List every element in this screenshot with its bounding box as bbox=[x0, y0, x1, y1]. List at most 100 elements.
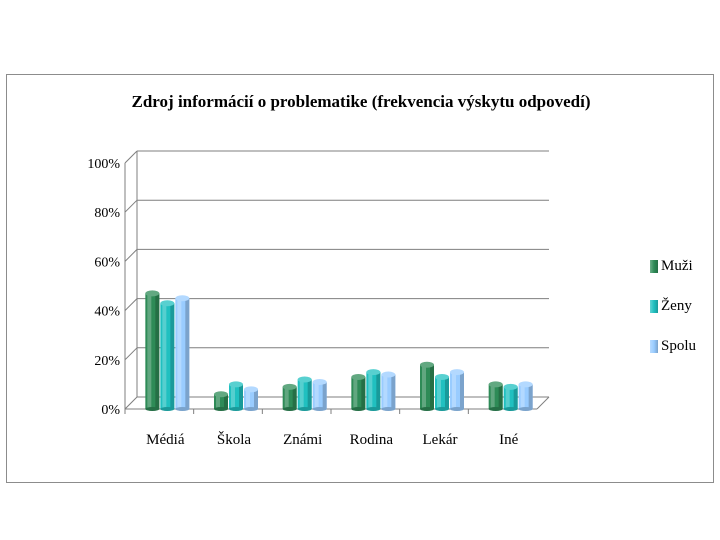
gridline-depth bbox=[124, 199, 138, 213]
bar-shade bbox=[170, 303, 175, 409]
bar-highlight bbox=[231, 384, 235, 409]
x-tick-label: Známi bbox=[283, 432, 322, 448]
bar-top bbox=[229, 381, 243, 388]
bar-top bbox=[420, 361, 434, 368]
legend-label: Muži bbox=[661, 257, 693, 274]
chart-frame: Zdroj informácií o problematike (frekven… bbox=[6, 74, 714, 483]
y-tick-label: 80% bbox=[94, 206, 120, 221]
bar-shade bbox=[239, 384, 243, 409]
bar-top bbox=[214, 391, 228, 398]
bar-top bbox=[297, 376, 312, 383]
bar-highlight bbox=[505, 386, 510, 409]
y-tick-label: 20% bbox=[94, 354, 120, 369]
bar-base bbox=[351, 407, 366, 411]
bar-top bbox=[244, 386, 258, 393]
bar-base bbox=[366, 407, 381, 411]
bar-highlight bbox=[216, 394, 220, 409]
bar-shade bbox=[292, 386, 297, 409]
bar-highlight bbox=[520, 384, 525, 409]
bar-highlight bbox=[246, 389, 250, 409]
bar-shade bbox=[513, 386, 518, 409]
bar-base bbox=[282, 407, 297, 411]
bar-highlight bbox=[177, 298, 182, 409]
floor-edge bbox=[536, 396, 550, 410]
y-tick-label: 40% bbox=[94, 305, 120, 320]
bar-highlight bbox=[452, 372, 456, 409]
bar-base bbox=[214, 407, 228, 411]
legend-item-spolu: Spolu bbox=[650, 326, 696, 366]
x-tick-label: Škola bbox=[217, 431, 252, 448]
bar-top bbox=[366, 369, 381, 376]
bar-highlight bbox=[162, 303, 167, 409]
gridline-depth bbox=[124, 396, 138, 410]
bar-base bbox=[229, 407, 243, 411]
bar-top bbox=[381, 371, 396, 378]
bar-base bbox=[312, 407, 327, 411]
bar-top bbox=[518, 381, 533, 388]
bar-top bbox=[351, 374, 366, 381]
bar-shade bbox=[322, 381, 327, 409]
chart-title: Zdroj informácií o problematike (frekven… bbox=[131, 92, 591, 111]
bar-base bbox=[175, 407, 190, 411]
bar-highlight bbox=[284, 386, 289, 409]
bar-base bbox=[420, 407, 434, 411]
bar-shade bbox=[391, 374, 396, 409]
bar-shade bbox=[254, 389, 258, 409]
bar-highlight bbox=[314, 381, 319, 409]
bar-highlight bbox=[422, 364, 426, 409]
bar-top bbox=[175, 295, 190, 302]
bar-highlight bbox=[299, 379, 304, 409]
bar-shade bbox=[361, 377, 366, 409]
bar-top bbox=[145, 290, 160, 297]
bar-shade bbox=[460, 372, 464, 409]
bar-base bbox=[503, 407, 518, 411]
bar-top bbox=[312, 378, 327, 385]
bar-shade bbox=[430, 364, 434, 409]
bar-highlight bbox=[490, 384, 495, 409]
bar-top bbox=[282, 383, 297, 390]
gridline-depth bbox=[124, 249, 138, 262]
bar-shade bbox=[445, 377, 449, 409]
bar-shade bbox=[376, 372, 381, 409]
bar-base bbox=[244, 407, 258, 411]
bar-base bbox=[450, 407, 464, 411]
bar-base bbox=[518, 407, 533, 411]
bar-highlight bbox=[383, 374, 388, 409]
x-tick-label: Iné bbox=[499, 432, 518, 448]
y-tick-label: 100% bbox=[87, 157, 120, 172]
bar-base bbox=[160, 407, 175, 411]
legend-swatch bbox=[650, 259, 658, 273]
bar-top bbox=[160, 300, 175, 307]
bar-shade bbox=[307, 379, 312, 409]
gridline-depth bbox=[124, 347, 138, 361]
legend-swatch bbox=[650, 339, 658, 353]
legend-label: Ženy bbox=[661, 297, 692, 314]
legend-label: Spolu bbox=[661, 337, 697, 354]
bar-top bbox=[435, 374, 449, 381]
x-tick-label: Lekár bbox=[423, 432, 458, 448]
y-tick-label: 60% bbox=[94, 255, 120, 270]
bar-shade bbox=[185, 298, 190, 409]
bar-base bbox=[488, 407, 503, 411]
bar-base bbox=[145, 407, 160, 411]
bar-base bbox=[381, 407, 396, 411]
bar-shade bbox=[498, 384, 503, 409]
chart-legend: Muži Ženy Spolu bbox=[650, 246, 696, 366]
bar-highlight bbox=[368, 372, 373, 409]
bar-top bbox=[503, 383, 518, 390]
bar-base bbox=[297, 407, 312, 411]
legend-item-muzi: Muži bbox=[650, 246, 696, 286]
y-tick-label: 0% bbox=[101, 403, 120, 418]
bar-top bbox=[450, 369, 464, 376]
bar-highlight bbox=[353, 377, 358, 409]
gridline-depth bbox=[124, 298, 138, 311]
bar-shade bbox=[528, 384, 533, 409]
bar-shade bbox=[224, 394, 228, 409]
bar-base bbox=[435, 407, 449, 411]
legend-swatch bbox=[650, 299, 658, 313]
bar-highlight bbox=[437, 377, 441, 409]
x-tick-label: Rodina bbox=[350, 432, 394, 448]
legend-item-zeny: Ženy bbox=[650, 286, 696, 326]
bar-highlight bbox=[147, 293, 152, 409]
